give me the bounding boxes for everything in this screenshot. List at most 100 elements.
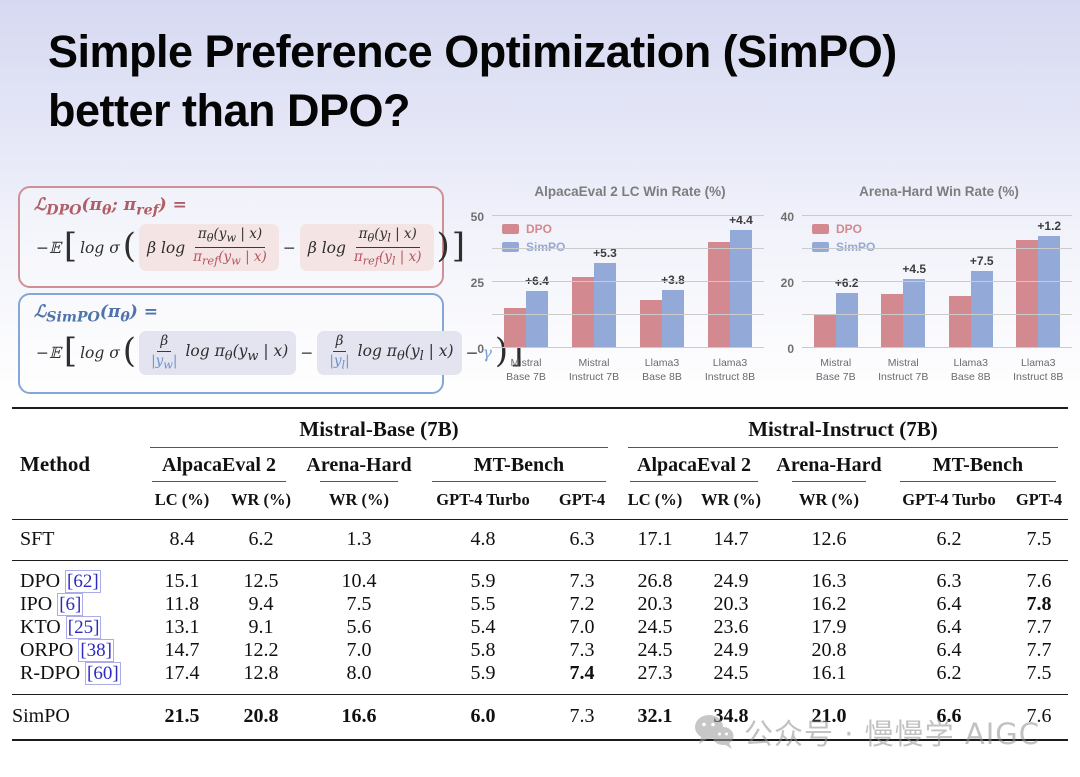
gridline xyxy=(802,314,1072,315)
legend-entry: DPO xyxy=(502,222,565,236)
table-row: KTO [25] 13.1 9.1 5.6 5.4 7.0 24.5 23.6 17.9… xyxy=(12,616,1068,639)
log-policy-winner: log πθ(yw | x) xyxy=(185,342,289,365)
y-tick-label: 50 xyxy=(470,210,484,224)
left-bracket: [ xyxy=(63,225,78,266)
simpo-loss-lhs: ℒSimPO(πθ) = xyxy=(34,302,158,326)
results-table: Method Mistral-Base (7B) Mistral-Instruc… xyxy=(12,407,1068,741)
x-tick-label: Llama3 Instruct 8B xyxy=(1013,357,1064,383)
log-policy-loser: log πθ(yl | x) xyxy=(357,342,454,365)
right-paren: ) xyxy=(436,225,450,266)
citation-link[interactable]: [62] xyxy=(65,570,101,593)
log-sigma: log σ xyxy=(80,238,120,257)
x-axis-labels: Mistral Base 7B Mistral Instruct 7B Llama3 Ba… xyxy=(802,352,1072,392)
table-row: ORPO [38] 14.7 12.2 7.0 5.8 7.3 24.5 24.9 20… xyxy=(12,639,1068,662)
table-cell: 6.4 xyxy=(936,639,962,661)
legend-label: SimPO xyxy=(836,240,876,254)
citation-link[interactable]: [38] xyxy=(78,639,115,662)
bar-dpo xyxy=(572,277,594,348)
table-cell: 7.3 xyxy=(569,570,595,592)
bar-simpo xyxy=(730,230,752,348)
table-cell: 8.0 xyxy=(298,662,420,695)
table-cell: 7.6 xyxy=(1026,705,1052,727)
diff-label: +3.8 xyxy=(661,272,685,287)
gridline xyxy=(802,248,1072,249)
table-cell: 7.5 xyxy=(346,593,372,615)
dpo-loser-term: β log πθ(yl | x) πref(yl | x) xyxy=(299,224,434,271)
diff-label: +1.2 xyxy=(1037,219,1062,234)
table-cell: 7.5 xyxy=(1010,662,1068,695)
table-cell: 5.6 xyxy=(346,616,372,638)
legend-swatch xyxy=(812,242,829,252)
y-axis: 0 25 50 xyxy=(462,210,488,356)
table-cell: 16.6 xyxy=(341,705,377,727)
table-cell: 21.0 xyxy=(811,705,847,727)
group-header-mistral-instruct: Mistral-Instruct (7B) xyxy=(618,408,1068,448)
bar-simpo xyxy=(1038,236,1061,348)
legend-entry: SimPO xyxy=(502,240,565,254)
table-cell: 7.3 xyxy=(569,705,595,727)
dpo-winner-term: β log πθ(yw | x) πref(yw | x) xyxy=(139,224,279,271)
subheader-arena-hard: Arena-Hard xyxy=(298,448,420,482)
x-tick-label: Llama3 Instruct 8B xyxy=(704,357,756,383)
neg-expectation: −𝔼 xyxy=(36,344,61,363)
group-rule xyxy=(628,447,1058,448)
bar-simpo xyxy=(903,279,926,348)
table-cell: 6.4 xyxy=(936,593,962,615)
legend: DPO SimPO xyxy=(812,222,875,258)
bar-dpo xyxy=(881,294,904,348)
method-name: SimPO xyxy=(12,705,70,727)
method-name: DPO xyxy=(20,570,61,592)
legend-label: DPO xyxy=(526,222,553,236)
bar-group: +4.5 xyxy=(870,216,938,348)
minus-sign: − xyxy=(282,238,296,257)
table-cell: 27.3 xyxy=(618,662,692,695)
citation-link[interactable]: [6] xyxy=(57,593,84,616)
simpo-loser-term: β |yl| log πθ(yl | x) xyxy=(317,331,462,376)
table-cell: 9.4 xyxy=(248,593,274,615)
col-gpt4-turbo: GPT-4 Turbo xyxy=(902,490,996,509)
gridline xyxy=(492,248,764,249)
citation-link[interactable]: [60] xyxy=(85,662,121,685)
y-tick-label: 0 xyxy=(787,342,794,356)
table-cell: 7.0 xyxy=(346,639,372,661)
dpo-loser-fraction: πθ(yl | x) πref(yl | x) xyxy=(353,226,422,268)
right-bracket: ] xyxy=(451,225,466,266)
x-tick-label: Llama3 Base 8B xyxy=(642,357,682,383)
x-axis-labels: Mistral Base 7B Mistral Instruct 7B Llama3 Ba… xyxy=(492,352,764,392)
y-axis: 0 20 40 xyxy=(772,210,798,356)
y-tick-label: 0 xyxy=(477,342,484,356)
table-cell: 20.8 xyxy=(243,705,279,727)
legend-label: DPO xyxy=(836,222,863,236)
table-cell: 1.3 xyxy=(298,519,420,561)
method-name: ORPO xyxy=(20,639,74,661)
table-row: DPO [62] 15.1 12.5 10.4 5.9 7.3 26.8 24.9 16… xyxy=(12,561,1068,593)
title-line-1: Simple Preference Optimization (SimPO) xyxy=(48,26,897,77)
col-arena-wr: WR (%) xyxy=(798,490,860,509)
table-cell: 5.4 xyxy=(470,616,496,638)
col-gpt4-turbo: GPT-4 Turbo xyxy=(436,490,530,509)
col-lc: LC (%) xyxy=(154,490,210,509)
citation-link[interactable]: [25] xyxy=(65,616,102,639)
subheader-mt-bench: MT-Bench xyxy=(420,448,618,482)
col-wr: WR (%) xyxy=(700,490,762,509)
table-cell: 6.3 xyxy=(546,519,618,561)
bar-dpo xyxy=(640,299,662,348)
diff-label: +5.3 xyxy=(593,246,617,261)
table-cell: 17.4 xyxy=(140,662,224,695)
legend-swatch xyxy=(502,242,519,252)
table-cell: 6.0 xyxy=(470,705,496,727)
table-cell: 15.1 xyxy=(164,570,200,592)
method-name: SFT xyxy=(20,528,55,550)
method-name: IPO xyxy=(20,593,53,615)
x-tick-label: Mistral Base 7B xyxy=(815,357,856,383)
table-cell: 17.1 xyxy=(618,519,692,561)
col-arena-wr: WR (%) xyxy=(328,490,390,509)
table-cell: 7.5 xyxy=(1010,519,1068,561)
gridline xyxy=(492,347,764,348)
table-cell: 32.1 xyxy=(637,705,673,727)
simpo-winner-term: β |yw| log πθ(yw | x) xyxy=(139,331,297,376)
beta-log: β log xyxy=(307,238,346,257)
bar-group: +4.4 xyxy=(696,213,764,348)
table-cell: 23.6 xyxy=(713,616,749,638)
table-cell: 6.4 xyxy=(936,616,962,638)
